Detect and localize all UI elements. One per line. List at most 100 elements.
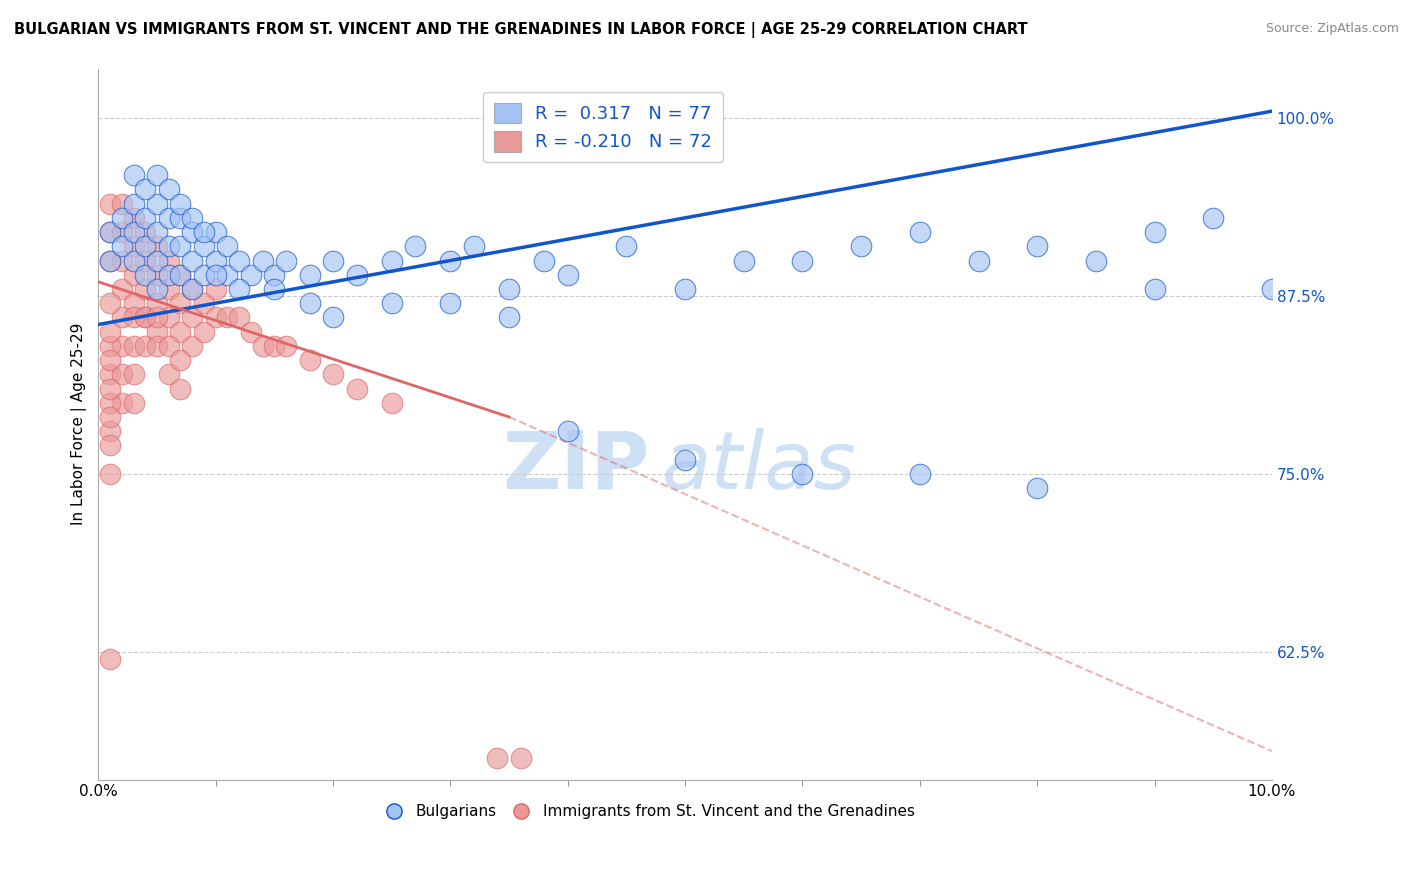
- Point: [146, 325, 169, 339]
- Point: [146, 268, 169, 282]
- Point: [122, 239, 145, 253]
- Point: [204, 268, 226, 282]
- Point: [146, 296, 169, 310]
- Point: [792, 467, 814, 481]
- Point: [111, 282, 134, 296]
- Point: [1084, 253, 1107, 268]
- Point: [204, 282, 226, 296]
- Point: [146, 168, 169, 182]
- Point: [193, 268, 215, 282]
- Point: [557, 268, 579, 282]
- Point: [146, 239, 169, 253]
- Point: [1261, 282, 1284, 296]
- Point: [122, 253, 145, 268]
- Point: [146, 310, 169, 325]
- Legend: Bulgarians, Immigrants from St. Vincent and the Grenadines: Bulgarians, Immigrants from St. Vincent …: [380, 798, 921, 825]
- Point: [98, 296, 121, 310]
- Point: [134, 225, 156, 239]
- Point: [169, 268, 191, 282]
- Point: [134, 310, 156, 325]
- Point: [98, 225, 121, 239]
- Point: [122, 296, 145, 310]
- Point: [217, 310, 239, 325]
- Point: [169, 268, 191, 282]
- Point: [157, 368, 180, 382]
- Point: [193, 296, 215, 310]
- Point: [204, 253, 226, 268]
- Point: [439, 253, 461, 268]
- Point: [217, 268, 239, 282]
- Point: [239, 325, 262, 339]
- Point: [122, 339, 145, 353]
- Point: [1026, 481, 1049, 495]
- Point: [134, 211, 156, 225]
- Point: [169, 382, 191, 396]
- Point: [733, 253, 755, 268]
- Point: [98, 382, 121, 396]
- Text: BULGARIAN VS IMMIGRANTS FROM ST. VINCENT AND THE GRENADINES IN LABOR FORCE | AGE: BULGARIAN VS IMMIGRANTS FROM ST. VINCENT…: [14, 22, 1028, 38]
- Point: [204, 310, 226, 325]
- Point: [792, 253, 814, 268]
- Point: [122, 268, 145, 282]
- Point: [122, 395, 145, 409]
- Point: [169, 211, 191, 225]
- Y-axis label: In Labor Force | Age 25-29: In Labor Force | Age 25-29: [72, 323, 87, 525]
- Point: [322, 253, 344, 268]
- Point: [98, 339, 121, 353]
- Point: [134, 282, 156, 296]
- Point: [122, 168, 145, 182]
- Point: [122, 211, 145, 225]
- Point: [274, 339, 297, 353]
- Point: [146, 196, 169, 211]
- Point: [908, 467, 931, 481]
- Point: [298, 268, 321, 282]
- Point: [146, 282, 169, 296]
- Point: [111, 239, 134, 253]
- Point: [98, 467, 121, 481]
- Point: [157, 239, 180, 253]
- Point: [181, 253, 204, 268]
- Point: [98, 253, 121, 268]
- Point: [122, 368, 145, 382]
- Point: [322, 310, 344, 325]
- Point: [169, 296, 191, 310]
- Point: [98, 424, 121, 438]
- Text: atlas: atlas: [662, 428, 856, 506]
- Point: [1202, 211, 1225, 225]
- Text: Source: ZipAtlas.com: Source: ZipAtlas.com: [1265, 22, 1399, 36]
- Point: [486, 751, 509, 765]
- Point: [157, 211, 180, 225]
- Point: [134, 268, 156, 282]
- Point: [557, 424, 579, 438]
- Point: [193, 239, 215, 253]
- Point: [967, 253, 990, 268]
- Point: [263, 339, 285, 353]
- Point: [298, 353, 321, 368]
- Point: [146, 339, 169, 353]
- Point: [122, 310, 145, 325]
- Point: [498, 310, 520, 325]
- Point: [122, 225, 145, 239]
- Point: [181, 339, 204, 353]
- Point: [134, 310, 156, 325]
- Point: [169, 325, 191, 339]
- Point: [157, 310, 180, 325]
- Point: [111, 339, 134, 353]
- Point: [908, 225, 931, 239]
- Point: [98, 409, 121, 424]
- Point: [228, 282, 250, 296]
- Point: [228, 310, 250, 325]
- Point: [98, 651, 121, 665]
- Point: [157, 268, 180, 282]
- Point: [381, 296, 404, 310]
- Point: [98, 196, 121, 211]
- Point: [533, 253, 555, 268]
- Point: [252, 339, 274, 353]
- Point: [263, 282, 285, 296]
- Point: [111, 310, 134, 325]
- Point: [157, 182, 180, 196]
- Point: [181, 282, 204, 296]
- Point: [169, 353, 191, 368]
- Point: [157, 339, 180, 353]
- Point: [157, 282, 180, 296]
